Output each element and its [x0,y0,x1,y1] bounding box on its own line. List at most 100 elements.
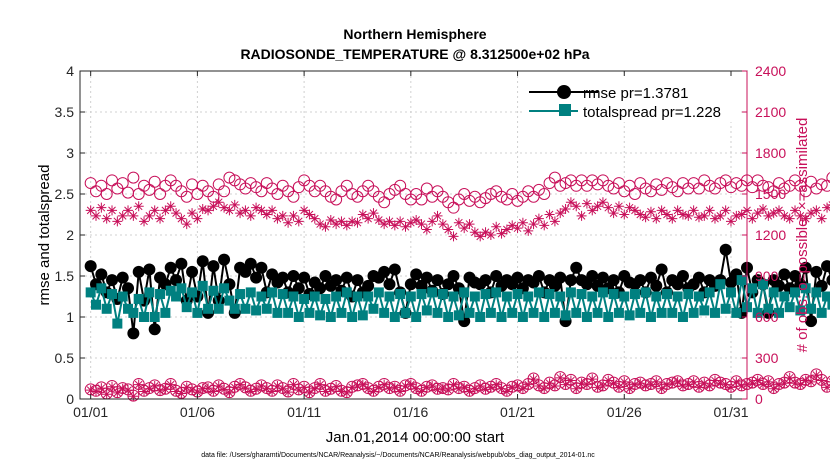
totalspread-point [347,312,358,322]
rmse-point [244,257,257,270]
assimilated-obs-point [155,213,166,224]
assimilated-obs-point [267,205,278,216]
totalspread-point [731,307,742,318]
rmse-point [351,274,364,287]
assimilated-obs-low-point [427,381,438,392]
totalspread-point [720,303,731,314]
x-tick-label: 01/06 [180,404,215,420]
totalspread-point [629,289,640,300]
assimilated-obs-point [421,224,432,235]
totalspread-point [645,312,656,322]
totalspread-point [160,307,171,318]
totalspread-point [245,287,256,298]
y-axis-label-left: rmse and totalspread [36,165,53,306]
assimilated-obs-low-point [464,386,475,397]
assimilated-obs-low-point [581,379,592,390]
possible-obs-point [778,182,791,195]
possible-obs-point [639,182,652,195]
totalspread-point [779,291,790,302]
rmse-point [719,243,732,256]
x-tick-label: 01/11 [287,404,321,420]
totalspread-point [512,289,523,300]
rmse-point [292,282,305,295]
assimilated-obs-low-point [619,376,630,387]
assimilated-obs-low-point [341,387,352,398]
legend-spread-marker [559,104,571,116]
y-tick-label-right: 0 [755,391,763,407]
totalspread-point [533,287,544,298]
y-tick-label-right: 600 [755,309,779,325]
totalspread-point [320,293,331,304]
assimilated-obs-point [443,224,454,235]
assimilated-obs-point [507,220,518,231]
totalspread-point [640,287,651,298]
totalspread-point [256,291,267,302]
assimilated-obs-low-point [560,379,571,390]
assimilated-obs-low-point [288,379,299,390]
y-tick-label-right: 900 [755,268,779,284]
possible-obs-low-point [826,375,830,387]
rmse-point [122,282,135,295]
assimilated-obs-point [533,213,544,224]
assimilated-obs-point [133,201,144,212]
totalspread-point [758,279,769,290]
assimilated-obs-low-point [608,378,619,389]
assimilated-obs-point [357,209,368,220]
assimilated-obs-low-point [331,381,342,392]
assimilated-obs-point [469,227,480,238]
possible-obs-point [538,188,551,200]
assimilated-obs-point [613,201,624,212]
totalspread-point [101,303,112,314]
rmse-point [490,270,503,282]
totalspread-point [688,307,699,318]
totalspread-point [475,312,486,322]
assimilated-obs-low-point [758,379,769,390]
totalspread-point [571,307,582,318]
totalspread-point [715,279,726,290]
assimilated-obs-point [816,213,827,224]
rmse-point [287,270,300,282]
assimilated-obs-point [480,227,491,238]
assimilated-obs-low-point [123,385,134,396]
totalspread-point [421,305,432,316]
assimilated-obs-low-point [571,383,582,394]
assimilated-obs-low-point [667,378,678,389]
assimilated-obs-low-point [373,382,384,393]
assimilated-obs-low-point [725,382,736,393]
assimilated-obs-point [784,213,795,224]
totalspread-point [459,287,470,298]
totalspread-point [725,287,736,298]
possible-obs-point [815,178,828,191]
totalspread-point [747,283,758,294]
assimilated-obs-point [629,205,640,216]
assimilated-obs-point [96,202,107,213]
assimilated-obs-point [331,219,342,230]
totalspread-point [224,295,235,306]
assimilated-obs-low-point [443,385,454,396]
assimilated-obs-point [112,216,123,227]
assimilated-obs-point [501,224,512,235]
totalspread-point [480,289,491,300]
totalspread-point [774,307,785,318]
assimilated-obs-point [640,212,651,223]
totalspread-point [112,318,123,329]
assimilated-obs-low-point [656,383,667,394]
rmse-point [95,268,108,281]
assimilated-obs-low-point [96,383,107,394]
possible-obs-point [148,175,161,188]
rmse-point [420,271,433,284]
assimilated-obs-point [171,208,182,219]
assimilated-obs-point [496,228,507,239]
totalspread-point [784,302,795,313]
assimilated-obs-point [539,220,550,231]
rmse-point [826,274,830,286]
rmse-point [821,260,830,273]
rmse-point [218,253,231,266]
possible-obs-point [223,171,236,184]
assimilated-obs-point [747,213,758,224]
assimilated-obs-point [149,205,160,216]
assimilated-obs-low-point [181,382,192,393]
assimilated-obs-low-point [187,385,198,396]
assimilated-obs-point [806,208,817,219]
assimilated-obs-low-point [336,386,347,397]
